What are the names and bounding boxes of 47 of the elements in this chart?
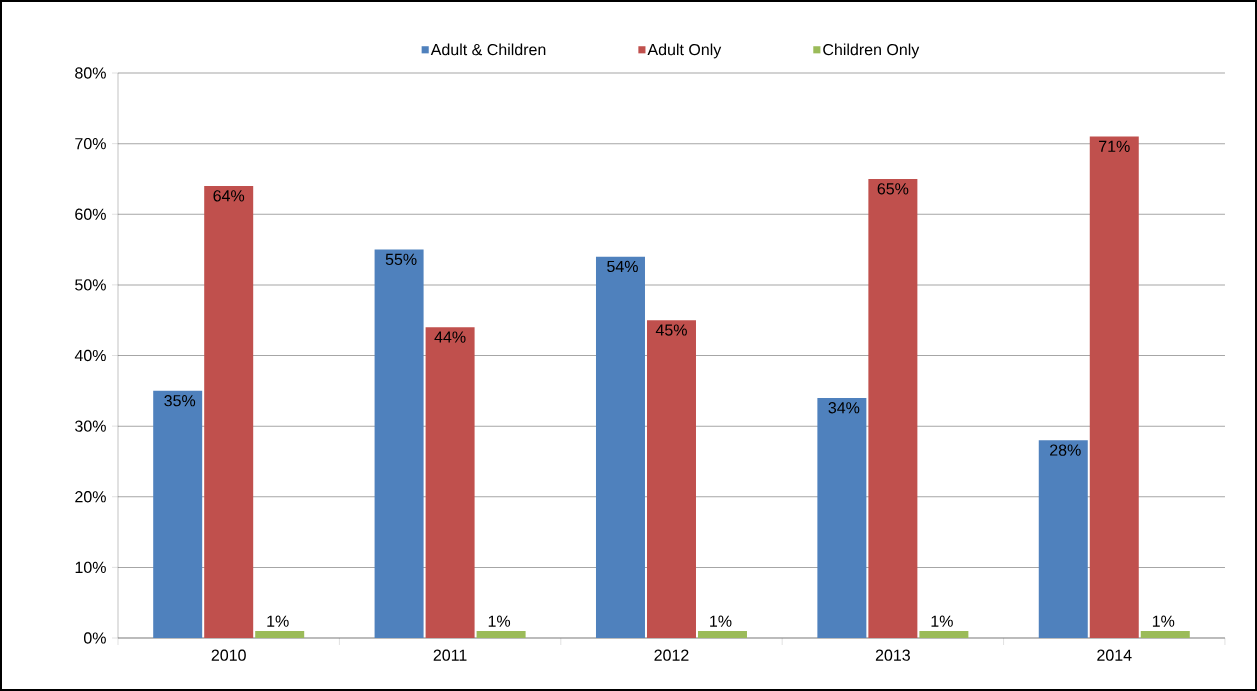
data-label: 54% — [607, 260, 638, 273]
legend-label: Adult & Children — [430, 43, 546, 56]
y-tick-label: 40% — [74, 349, 106, 362]
bar — [1089, 136, 1139, 638]
bar — [476, 630, 526, 638]
bar — [595, 256, 645, 638]
x-tick-label: 2012 — [654, 649, 689, 661]
data-label: 1% — [931, 615, 953, 627]
data-label: 34% — [828, 402, 860, 414]
data-label: 1% — [1152, 615, 1175, 627]
x-tick-label: 2010 — [211, 649, 246, 661]
x-tick-label: 2014 — [1097, 649, 1132, 661]
data-label: 44% — [434, 331, 466, 343]
bar — [646, 320, 696, 638]
bar — [255, 630, 305, 638]
y-tick-label: 70% — [75, 137, 106, 150]
bar — [204, 186, 254, 638]
data-label: 1% — [267, 615, 289, 627]
data-label: 71% — [1099, 140, 1130, 152]
y-tick-label: 60% — [75, 208, 106, 220]
bar — [1038, 440, 1088, 638]
data-label: 65% — [877, 183, 909, 195]
data-label: 1% — [488, 615, 511, 627]
y-tick-label: 0% — [83, 632, 106, 644]
y-tick-label: 10% — [75, 561, 106, 574]
data-label: 45% — [655, 324, 687, 336]
bar — [374, 249, 424, 638]
y-tick-label: 80% — [75, 67, 106, 79]
bar — [697, 630, 747, 638]
bar — [153, 390, 203, 638]
x-tick-label: 2011 — [433, 649, 467, 661]
x-tick-label: 2013 — [875, 649, 910, 661]
bar — [868, 178, 918, 638]
y-tick-label: 20% — [75, 491, 106, 503]
data-label: 35% — [164, 395, 196, 407]
data-label: 55% — [385, 253, 417, 266]
y-tick-label: 30% — [75, 420, 106, 432]
data-label: 1% — [710, 615, 732, 627]
data-label: 64% — [213, 190, 245, 202]
bar — [1140, 630, 1190, 638]
bar — [817, 397, 867, 638]
legend-label: Children Only — [823, 43, 920, 59]
data-label: 28% — [1050, 444, 1081, 456]
legend-label: Adult Only — [647, 43, 722, 59]
bar — [425, 327, 475, 638]
y-tick-label: 50% — [75, 279, 106, 291]
bar — [919, 630, 969, 638]
